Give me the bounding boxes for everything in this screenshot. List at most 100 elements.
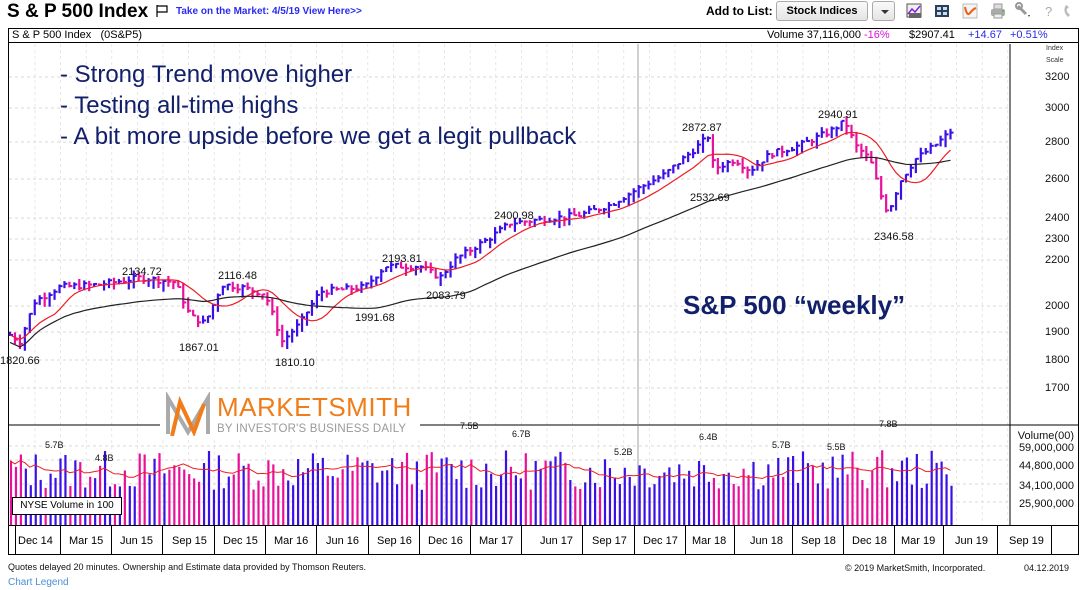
- price-tick: 3000: [1045, 102, 1070, 114]
- logo-wordmark: MARKETSMITH: [217, 392, 412, 422]
- date-tick-label: Sep 17: [592, 535, 627, 547]
- date-tick-label: Mar 15: [69, 535, 104, 547]
- date-divider: [470, 525, 471, 555]
- date-tick-label: Mar 19: [901, 535, 936, 547]
- date-tick-label: Mar 16: [274, 535, 309, 547]
- date-divider: [214, 525, 215, 555]
- price-label: 2193.81: [382, 253, 422, 265]
- list-dropdown-button[interactable]: [872, 1, 895, 21]
- date-tick-label: Dec 18: [852, 535, 887, 547]
- draw-curve-icon[interactable]: [961, 2, 979, 20]
- price-label: 2083.79: [426, 290, 466, 302]
- date-tick-label: Sep 18: [801, 535, 836, 547]
- svg-text:?: ?: [1045, 4, 1052, 19]
- date-divider: [997, 525, 998, 555]
- marketsmith-logo: MARKETSMITH BY INVESTOR'S BUSINESS DAILY: [160, 390, 420, 440]
- price-tick: 1800: [1045, 354, 1070, 366]
- page-title: S & P 500 Index: [7, 1, 149, 22]
- price-label: 1991.68: [355, 312, 395, 324]
- chart-legend-link[interactable]: Chart Legend: [8, 577, 69, 588]
- date-tick-label: Jun 19: [955, 535, 989, 547]
- chart-type-icon[interactable]: [905, 2, 923, 20]
- date-divider: [521, 525, 522, 555]
- date-tick-label: Dec 17: [643, 535, 678, 547]
- date-divider: [60, 525, 61, 555]
- price-tick: 2600: [1045, 173, 1070, 185]
- marketsmith-logo-icon: [166, 392, 210, 436]
- chart-date: 04.12.2019: [1024, 563, 1070, 573]
- price-tick: 1900: [1045, 326, 1070, 338]
- volume-label: 6.7B: [512, 429, 531, 439]
- volume-tick: 25,900,000: [1018, 498, 1074, 510]
- date-divider: [843, 525, 844, 555]
- volume-tick: 59,000,000: [1018, 442, 1074, 454]
- price-label: 2134.72: [122, 266, 162, 278]
- date-tick-label: Dec 15: [223, 535, 258, 547]
- note-line-1: - Strong Trend move higher: [60, 61, 353, 88]
- last-price: $2907.41: [909, 29, 955, 41]
- date-divider: [162, 525, 163, 555]
- date-divider: [265, 525, 266, 555]
- print-icon[interactable]: [989, 2, 1007, 20]
- price-label: 1810.10: [275, 357, 315, 369]
- date-tick-label: Dec 16: [428, 535, 463, 547]
- date-tick-label: Sep 15: [172, 535, 207, 547]
- price-label: 1867.01: [179, 342, 219, 354]
- date-tick-label: Mar 18: [692, 535, 727, 547]
- logo-tagline: BY INVESTOR'S BUSINESS DAILY: [217, 423, 407, 435]
- price-label: 2872.87: [682, 122, 722, 134]
- weekly-label: S&P 500 “weekly”: [683, 290, 906, 320]
- wrench-settings-icon[interactable]: [1015, 2, 1033, 20]
- date-tick-label: Sep 19: [1009, 535, 1044, 547]
- date-tick-label: Jun 17: [540, 535, 574, 547]
- add-to-list-label: Add to List:: [706, 4, 773, 18]
- date-axis: [8, 525, 1079, 555]
- volume-tick: 34,100,000: [1018, 480, 1074, 492]
- data-disclaimer: Quotes delayed 20 minutes. Ownership and…: [8, 562, 367, 572]
- price-tick: 2300: [1045, 233, 1070, 245]
- list-select[interactable]: Stock Indices: [776, 1, 868, 21]
- date-divider: [316, 525, 317, 555]
- price-label: 2346.58: [874, 231, 914, 243]
- date-divider: [685, 525, 686, 555]
- layout-grid-icon[interactable]: [933, 2, 951, 20]
- take-on-market-link[interactable]: Take on the Market: 4/5/19 View Here>>: [176, 6, 362, 17]
- chart-frame: [8, 28, 1079, 555]
- date-tick-label: Mar 17: [479, 535, 514, 547]
- price-tick: 1700: [1045, 382, 1070, 394]
- volume-scale-title: Volume(00): [1017, 430, 1074, 442]
- date-tick-label: Dec 14: [18, 535, 53, 547]
- price-tick: 2200: [1045, 254, 1070, 266]
- phone-icon[interactable]: [1060, 2, 1078, 20]
- price-tick: 2000: [1045, 300, 1070, 312]
- volume-label: 6.4B: [699, 432, 718, 442]
- flag-icon[interactable]: [156, 5, 168, 17]
- scale-header: Index: [1046, 45, 1064, 52]
- volume-change: -16%: [864, 29, 890, 41]
- date-tick-label: Jun 15: [120, 535, 154, 547]
- date-divider: [943, 525, 944, 555]
- price-tick: 2800: [1045, 136, 1070, 148]
- price-label: 2940.91: [818, 109, 858, 121]
- volume-label: 7.8B: [879, 419, 898, 429]
- price-change: +14.67: [968, 29, 1002, 41]
- date-divider: [111, 525, 112, 555]
- date-divider: [894, 525, 895, 555]
- note-line-2: - Testing all-time highs: [60, 92, 299, 119]
- date-divider: [634, 525, 635, 555]
- help-icon[interactable]: ?: [1040, 2, 1058, 20]
- volume-label: 5.7B: [45, 440, 64, 450]
- price-label: 2532.69: [690, 192, 730, 204]
- date-divider: [734, 525, 735, 555]
- date-divider: [582, 525, 583, 555]
- date-divider: [419, 525, 420, 555]
- date-divider: [368, 525, 369, 555]
- date-divider: [792, 525, 793, 555]
- date-tick-label: Sep 16: [377, 535, 412, 547]
- volume-tick: 44,800,000: [1018, 460, 1074, 472]
- volume-label: 5.5B: [827, 442, 846, 452]
- price-change-pct: +0.51%: [1010, 29, 1048, 41]
- volume-label: 4.8B: [95, 453, 114, 463]
- nyse-volume-label: NYSE Volume in 100: [12, 497, 122, 515]
